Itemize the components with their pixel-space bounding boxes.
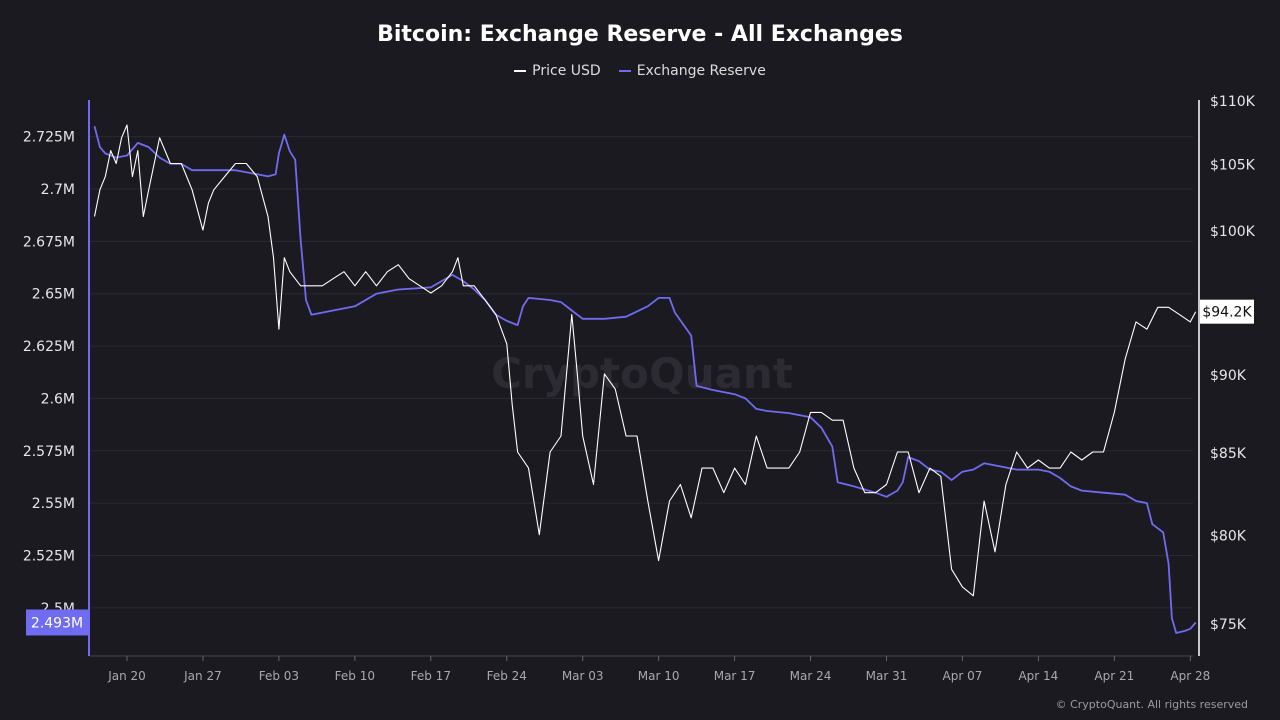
x-tick-label: Mar 24 [790,669,832,683]
left-tick-label: 2.6M [41,391,75,407]
x-tick-label: Feb 10 [335,669,375,683]
right-tick-label: $80K [1210,529,1247,545]
x-tick-label: Apr 28 [1170,669,1210,683]
reserve-line [93,125,1197,634]
left-tick-label: 2.575M [23,444,75,460]
x-tick-label: Mar 03 [562,669,604,683]
left-tick-label: 2.725M [23,130,75,146]
x-tick-label: Feb 24 [487,669,527,683]
x-tick-label: Apr 07 [943,669,983,683]
legend-label-reserve: Exchange Reserve [636,63,766,79]
left-tick-label: 2.675M [23,234,75,250]
left-tick-label: 2.625M [23,339,75,355]
legend: Price USD Exchange Reserve [0,63,1280,79]
price-line [93,124,1197,597]
right-tick-label: $75K [1210,617,1247,633]
left-tick-label: 2.55M [32,496,75,512]
x-tick-label: Apr 21 [1094,669,1134,683]
legend-swatch-price [514,70,527,72]
x-tick-label: Mar 10 [638,669,680,683]
right-tick-label: $85K [1210,446,1247,462]
legend-swatch-reserve [618,70,631,72]
x-tick-label: Apr 14 [1018,669,1058,683]
right-tick-label: $110K [1210,94,1256,110]
x-tick-label: Jan 27 [183,669,222,683]
copyright: © CryptoQuant. All rights reserved [1055,698,1248,711]
right-tick-label: $105K [1210,158,1256,174]
price-current-label: $94.2K [1202,305,1252,321]
left-tick-label: 2.65M [32,287,75,303]
watermark: CryptoQuant [491,349,793,398]
x-tick-label: Mar 17 [714,669,756,683]
x-tick-label: Feb 17 [411,669,451,683]
x-tick-label: Feb 03 [259,669,299,683]
right-tick-label: $100K [1210,224,1256,240]
legend-item-price[interactable]: Price USD [514,63,601,79]
x-tick-label: Mar 31 [866,669,908,683]
reserve-current-badge [26,609,88,636]
reserve-current-label: 2.493M [31,615,83,631]
price-current-badge [1200,299,1254,324]
left-tick-label: 2.525M [23,548,75,564]
x-tick-label: Jan 20 [107,669,146,683]
chart-title: Bitcoin: Exchange Reserve - All Exchange… [377,22,903,47]
legend-item-reserve[interactable]: Exchange Reserve [618,63,766,79]
legend-label-price: Price USD [532,63,601,79]
left-tick-label: 2.7M [41,182,75,198]
right-tick-label: $90K [1210,368,1247,384]
